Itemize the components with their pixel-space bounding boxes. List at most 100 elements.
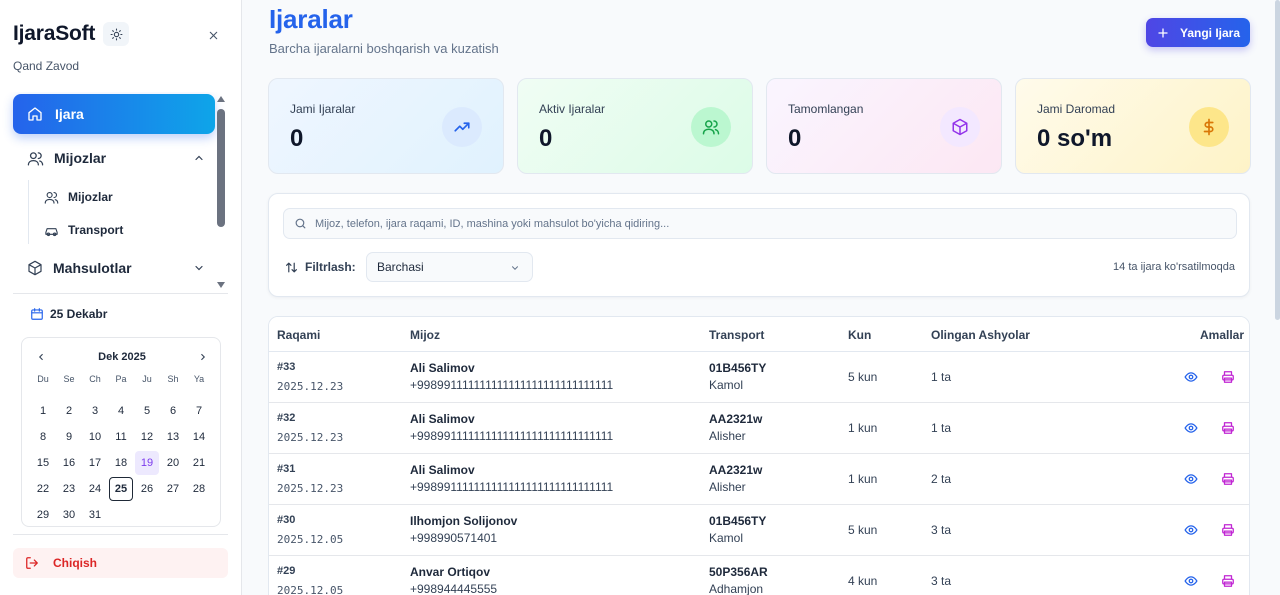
page-subtitle: Barcha ijaralarni boshqarish va kuzatish [269,41,499,56]
calendar-day[interactable]: 22 [36,483,50,495]
calendar-day[interactable]: 28 [192,483,206,495]
sidebar-item-ijara[interactable]: Ijara [13,94,215,134]
view-button[interactable] [1182,369,1200,385]
print-button[interactable] [1219,419,1237,437]
stat-card-completed: Tamomlangan 0 [766,78,1002,174]
view-button[interactable] [1182,522,1200,538]
table-row[interactable]: #33 2025.12.23 Ali Salimov +998991111111111… [269,352,1249,403]
filter-label: Filtrlash: [285,260,356,274]
calendar-day[interactable]: 4 [117,405,125,417]
print-button[interactable] [1219,572,1237,590]
sidebar-scrollbar[interactable] [216,96,226,292]
print-button[interactable] [1219,521,1237,539]
calendar-day[interactable]: 21 [192,457,206,469]
calendar-day[interactable]: 16 [62,457,76,469]
print-button[interactable] [1219,368,1237,386]
stat-title: Jami Ijaralar [290,102,356,116]
column-header-client[interactable]: Mijoz [410,328,440,342]
new-rental-button[interactable]: Yangi Ijara [1146,18,1250,47]
calendar-day[interactable]: 13 [166,431,180,443]
calendar-day[interactable]: 8 [39,431,47,443]
stat-value: 0 [539,125,553,152]
scrollbar-thumb[interactable] [217,109,225,227]
status-filter-select[interactable]: Barchasi [366,252,533,282]
driver-name: Adhamjon [709,582,764,595]
close-sidebar-button[interactable] [205,27,221,43]
scroll-down-arrow-icon[interactable] [217,282,225,288]
sidebar-group-mijozlar[interactable]: Mijozlar [13,142,213,174]
logout-button[interactable]: Chiqish [13,548,228,578]
stat-title: Aktiv Ijaralar [539,102,606,116]
calendar-weekday: Ch [89,374,101,384]
calendar-day[interactable]: 15 [36,457,50,469]
rental-date: 2025.12.23 [277,380,344,393]
table-row[interactable]: #29 2025.12.05 Anvar Ortiqov +998944445555 5… [269,556,1249,595]
client-name: Ali Salimov [410,361,475,375]
stat-title: Jami Daromad [1037,102,1116,116]
calendar-day[interactable]: 1 [39,405,47,417]
column-header-days[interactable]: Kun [848,328,872,342]
calendar-day[interactable]: 9 [65,431,73,443]
print-button[interactable] [1219,470,1237,488]
calendar-day[interactable]: 20 [166,457,180,469]
calendar-next-button[interactable] [196,350,210,364]
calendar-day[interactable]: 31 [88,509,102,521]
calendar-day[interactable]: 24 [88,483,102,495]
eye-icon [1184,372,1198,382]
client-phone: +998991111111111111111111111111111 [410,480,614,494]
page-scrollbar[interactable] [1275,0,1280,320]
calendar-day[interactable]: 17 [88,457,102,469]
calendar-day[interactable]: 23 [62,483,76,495]
calendar-day[interactable]: 25 [109,477,133,501]
view-button[interactable] [1182,471,1200,487]
eye-icon [1184,474,1198,484]
filter-label-text: Filtrlash: [305,260,356,274]
items-count: 1 ta [931,421,952,435]
table-row[interactable]: #32 2025.12.23 Ali Salimov +998991111111111… [269,403,1249,454]
search-input[interactable] [315,217,1215,230]
driver-name: Kamol [709,378,744,392]
calendar-day[interactable]: 5 [143,405,151,417]
current-date: 25 Dekabr [30,307,107,321]
column-header-number[interactable]: Raqami [277,328,321,342]
items-count: 3 ta [931,523,952,537]
calendar-day[interactable]: 2 [65,405,73,417]
calendar-day[interactable]: 12 [140,431,154,443]
theme-toggle-button[interactable] [103,22,130,46]
column-header-items[interactable]: Olingan Ashyolar [931,328,1030,342]
calendar-day[interactable]: 27 [166,483,180,495]
calendar-day[interactable]: 3 [91,405,99,417]
column-header-transport[interactable]: Transport [709,328,765,342]
view-button[interactable] [1182,420,1200,436]
calendar-day[interactable]: 7 [195,405,203,417]
sidebar-item-mijozlar[interactable]: Mijozlar [44,186,113,208]
calendar-prev-button[interactable] [34,350,48,364]
calendar-day[interactable]: 30 [62,509,76,521]
calendar-day[interactable]: 6 [169,405,177,417]
vehicle-plate: AA2321w [709,412,763,426]
calendar-day[interactable]: 19 [135,451,159,475]
driver-name: Kamol [709,531,744,545]
sidebar-item-transport[interactable]: Transport [44,219,123,241]
printer-icon [1222,575,1234,587]
calendar-day[interactable]: 26 [140,483,154,495]
rental-number: #29 [277,565,296,577]
scroll-up-arrow-icon[interactable] [217,96,225,102]
calendar-day[interactable]: 11 [115,431,127,443]
calendar-day[interactable]: 29 [36,509,50,521]
calendar-day[interactable]: 18 [114,457,128,469]
search-box[interactable] [283,208,1237,239]
driver-name: Alisher [709,429,746,443]
calendar-day[interactable]: 14 [192,431,206,443]
vehicle-plate: 01B456TY [709,361,767,375]
sidebar-group-label: Mahsulotlar [53,260,132,276]
printer-icon [1222,524,1234,536]
calendar-weekday: Du [37,374,49,384]
rental-date: 2025.12.23 [277,482,344,495]
table-row[interactable]: #31 2025.12.23 Ali Salimov +998991111111111… [269,454,1249,505]
table-row[interactable]: #30 2025.12.05 Ilhomjon Solijonov +99899057… [269,505,1249,556]
view-button[interactable] [1182,573,1200,589]
select-value: Barchasi [377,260,424,274]
calendar-day[interactable]: 10 [88,431,102,443]
sidebar-group-mahsulotlar[interactable]: Mahsulotlar [13,252,213,284]
